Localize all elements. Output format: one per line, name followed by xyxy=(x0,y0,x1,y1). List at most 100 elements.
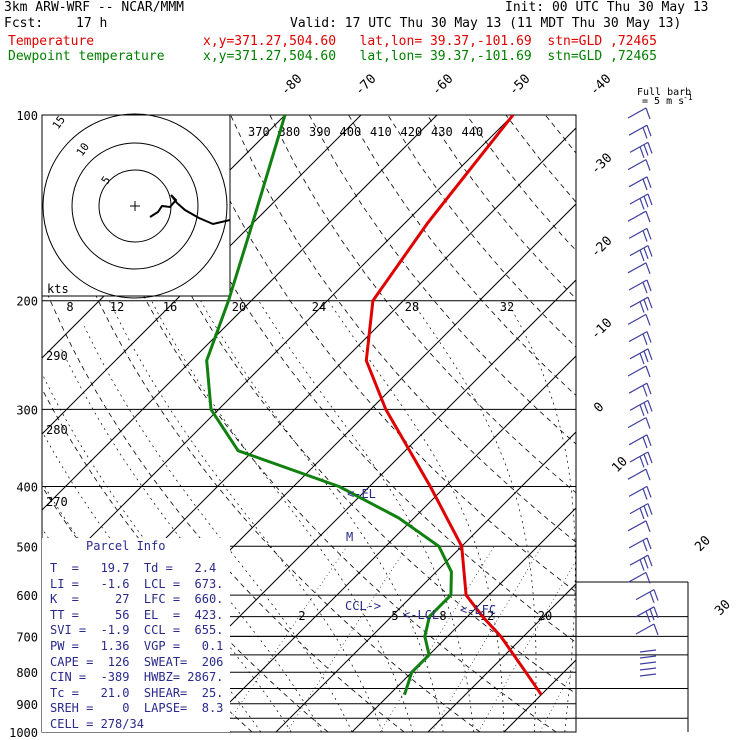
moist-adiabat xyxy=(83,326,353,732)
parcel-row: CAPE = 126 SWEAT= 206 xyxy=(50,654,224,669)
wind-barb-shaft xyxy=(627,571,647,583)
wind-barb-flag xyxy=(647,554,653,567)
wind-barb-shaft xyxy=(629,296,649,308)
wind-barb-shaft xyxy=(628,124,648,136)
wind-barb-shaft xyxy=(629,451,649,463)
moist-adiabat xyxy=(61,349,322,732)
wind-barb-shaft xyxy=(635,623,655,635)
moist-adiabat xyxy=(506,300,576,732)
wind-barb-flag xyxy=(646,382,652,395)
wind-barb-shaft xyxy=(627,107,647,119)
isotherm-line xyxy=(351,507,576,732)
parcel-row: LI = -1.6 LCL = 673. xyxy=(50,576,224,591)
wind-barb-shaft xyxy=(628,537,648,549)
wind-barb-flag xyxy=(647,348,653,361)
wind-barb-shaft xyxy=(639,661,657,665)
wind-barb-shaft xyxy=(627,262,647,274)
parcel-row: SVI = -1.9 CCL = 655. xyxy=(50,623,224,638)
wind-barb-flag xyxy=(639,456,645,468)
mixing-ratio-label: 24 xyxy=(312,300,326,314)
lfc-marker: <-LFC xyxy=(460,603,496,617)
dry-adiabat xyxy=(190,115,576,593)
wind-barb-flag xyxy=(639,146,645,159)
wind-barb-shaft xyxy=(639,667,657,671)
wind-barb-flag xyxy=(645,262,651,275)
el-marker: <-EL xyxy=(347,487,376,501)
hodograph-ring xyxy=(42,113,228,299)
wind-barb-flag xyxy=(653,589,659,601)
mixing-ratio-line xyxy=(286,546,408,732)
hodograph-ring-label: 15 xyxy=(50,113,68,131)
wind-barb-flag xyxy=(643,453,649,466)
temperature-profile xyxy=(364,115,543,696)
wind-barb-flag xyxy=(645,610,651,623)
wind-barb-flag xyxy=(642,230,648,242)
pressure-label: 800 xyxy=(16,666,38,680)
theta-label: 280 xyxy=(46,423,68,437)
parcel-row: T = 19.7 Td = 2.4 xyxy=(50,561,217,575)
theta-label: 370 xyxy=(248,125,270,139)
parcel-row: CELL = 278/34 xyxy=(50,717,144,731)
wind-barb-shaft xyxy=(628,434,648,446)
wind-barb-flag xyxy=(642,333,648,346)
wind-barb-flag xyxy=(646,124,652,137)
wind-barb-shaft xyxy=(628,485,648,497)
parcel-row: TT = 56 EL = 423. xyxy=(50,607,224,622)
parcel-row: PW = 1.36 VGP = 0.1 xyxy=(50,639,224,653)
wind-barb-flag xyxy=(643,247,649,260)
hodograph-trace xyxy=(149,194,231,226)
mixing-ratio-label: 20 xyxy=(232,300,246,314)
wind-barb-flag xyxy=(645,107,651,120)
wind-barb-flag xyxy=(643,350,649,363)
wind-barb-shaft xyxy=(629,193,649,205)
mixing-ratio-label: 20 xyxy=(538,609,552,623)
wind-barb-flag xyxy=(645,159,651,171)
theta-label: 270 xyxy=(46,495,68,509)
wind-barb-flag xyxy=(645,314,651,326)
wind-barb-flag xyxy=(646,228,652,240)
wind-barb-shaft xyxy=(627,313,647,325)
profiles xyxy=(205,115,543,696)
isotherm-line xyxy=(42,115,362,435)
theta-label: 390 xyxy=(309,125,331,139)
barb-legend-title: Full barb xyxy=(637,87,691,98)
mixing-ratio-label: 2 xyxy=(298,609,305,623)
pressure-label: 700 xyxy=(16,630,38,644)
wind-barb-flag xyxy=(642,178,648,191)
wind-barb-flag xyxy=(639,198,645,210)
wind-barb-shaft xyxy=(639,673,657,677)
wind-barb-flag xyxy=(643,505,649,518)
mixing-ratio-label: 8 xyxy=(66,300,73,314)
wind-barb-shaft xyxy=(627,520,647,532)
pressure-label: 600 xyxy=(16,589,38,603)
wind-barb-shaft xyxy=(629,554,649,566)
wind-barb-shaft xyxy=(627,159,647,171)
pressure-label: 200 xyxy=(16,295,38,309)
wind-barb-shaft xyxy=(629,399,649,411)
valid-time: Valid: 17 UTC Thu 30 May 13 (11 MDT Thu … xyxy=(290,16,682,31)
wind-barb-shaft xyxy=(629,245,649,257)
wind-barb-flag xyxy=(649,608,655,621)
wind-barb-flag xyxy=(647,400,653,412)
plot-border xyxy=(41,114,577,733)
forecast-label: Fcst: xyxy=(4,16,44,31)
wind-barb-shaft xyxy=(629,348,649,360)
wind-barb-flag xyxy=(639,559,645,571)
parcel-info-panel: Parcel Info T = 19.7 Td = 2.4 LI = -1.6 … xyxy=(42,538,230,732)
mixing-ratio-label: 16 xyxy=(163,300,177,314)
wind-barb-flag xyxy=(645,210,651,223)
mixing-ratio-label: 28 xyxy=(405,300,419,314)
wind-barb-flag xyxy=(643,299,649,311)
wind-barb-shaft xyxy=(627,417,647,429)
wind-barb-shaft xyxy=(629,503,649,515)
wind-barbs: Full barb= 5 m s-1 xyxy=(627,87,693,677)
wind-barb-shaft xyxy=(628,382,648,394)
wind-barb-flag xyxy=(646,434,652,447)
moist-adiabat xyxy=(42,372,292,732)
wind-barb-flag xyxy=(642,539,648,552)
wind-barb-flag xyxy=(646,537,652,550)
wind-barb-flag xyxy=(642,281,648,294)
wind-barb-shaft xyxy=(628,176,648,188)
theta-label: 400 xyxy=(340,125,362,139)
